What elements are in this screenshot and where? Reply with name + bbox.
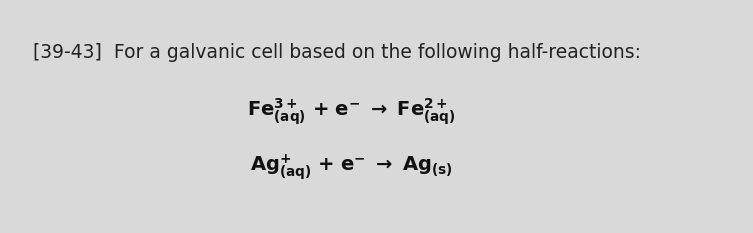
Text: $\mathbf{Ag}^{\mathbf{+}}_{\mathbf{(aq)}}\ \mathbf{+\ e}^{\mathbf{-}}\ \mathbf{\: $\mathbf{Ag}^{\mathbf{+}}_{\mathbf{(aq)}… [250,152,453,182]
Text: $\mathbf{Fe}^{\mathbf{3+}}_{\mathbf{(aq)}}\ \mathbf{+\ e}^{\mathbf{-}}\ \mathbf{: $\mathbf{Fe}^{\mathbf{3+}}_{\mathbf{(aq)… [247,97,456,127]
Text: [39-43]  For a galvanic cell based on the following half-reactions:: [39-43] For a galvanic cell based on the… [33,43,641,62]
